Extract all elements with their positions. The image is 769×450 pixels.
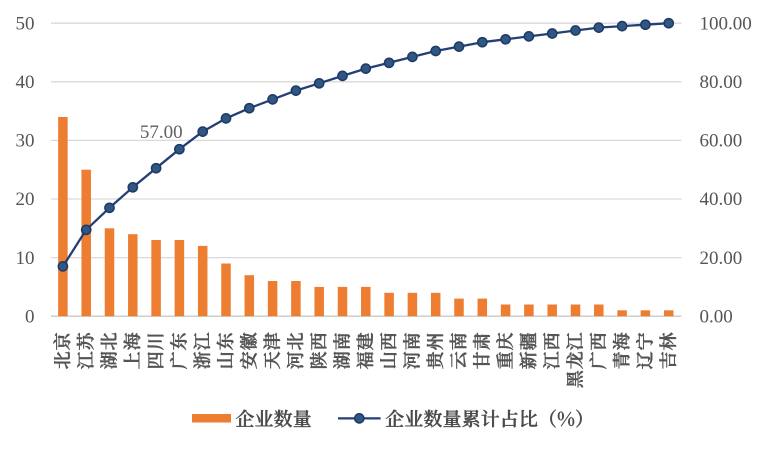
svg-text:60.00: 60.00 [700,131,743,152]
svg-text:80.00: 80.00 [700,72,743,93]
svg-text:0: 0 [25,306,35,327]
svg-text:20.00: 20.00 [700,248,743,269]
svg-text:0.00: 0.00 [700,306,733,327]
svg-text:30: 30 [16,131,35,152]
svg-text:40: 40 [16,72,35,93]
svg-text:40.00: 40.00 [700,189,743,210]
svg-text:20: 20 [16,189,35,210]
svg-text:10: 10 [16,248,35,269]
svg-text:57.00: 57.00 [140,122,183,143]
svg-text:50: 50 [16,13,35,34]
svg-text:100.00: 100.00 [700,13,752,34]
